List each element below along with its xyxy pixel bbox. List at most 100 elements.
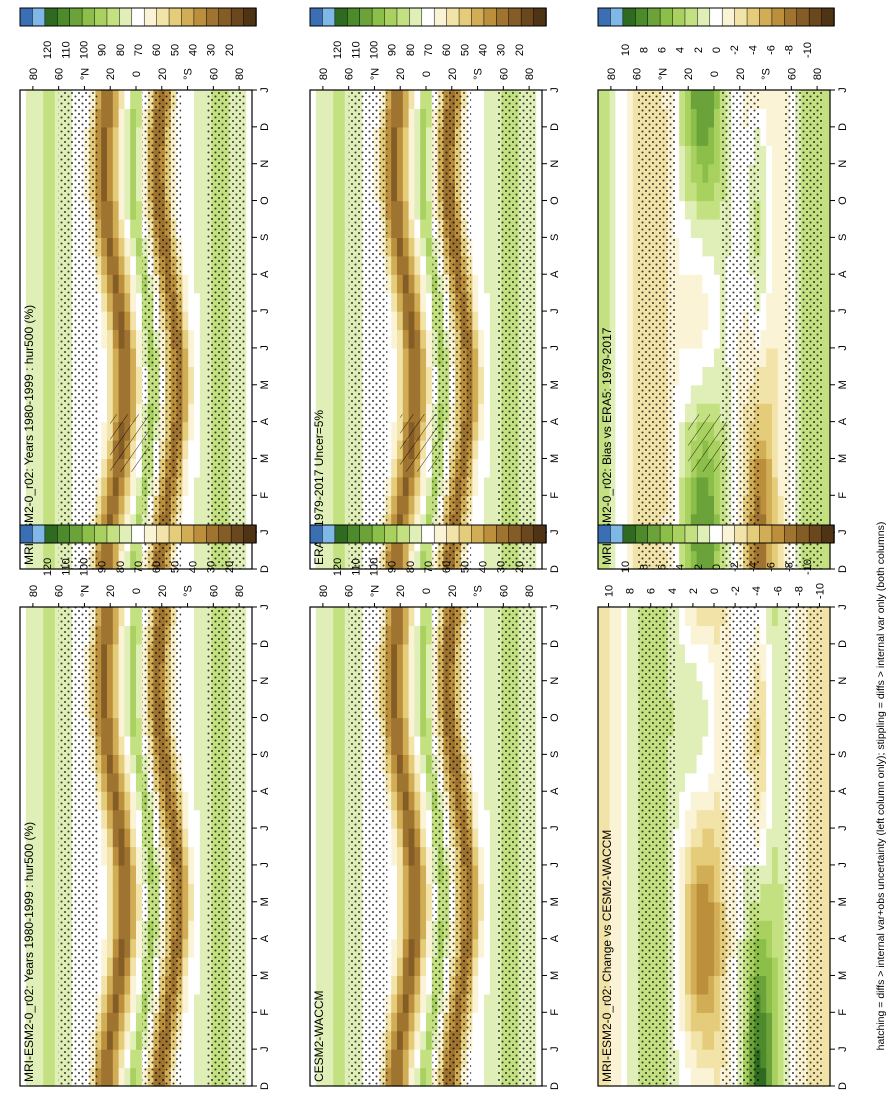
field-cell [182, 883, 189, 903]
y-tick-label: 80 [28, 585, 40, 597]
field-cell [25, 145, 33, 165]
field-cell [333, 864, 340, 884]
field-cell [107, 643, 114, 663]
field-cell [20, 754, 27, 774]
field-cell [43, 717, 50, 737]
field-cell [130, 311, 137, 331]
field-cell [54, 403, 62, 423]
field-cell [478, 237, 485, 257]
field-cell [95, 182, 102, 202]
field-cell [118, 772, 125, 792]
field-cell [107, 1012, 114, 1032]
field-cell [702, 366, 709, 386]
field-cell [690, 108, 698, 128]
field-cell [714, 403, 721, 423]
field-cell [598, 366, 605, 386]
field-cell [772, 329, 779, 349]
field-cell [489, 163, 497, 183]
field-cell [327, 1012, 334, 1032]
field-cell [402, 957, 410, 977]
field-cell [25, 274, 33, 294]
field-cell [101, 643, 108, 663]
field-cell [107, 200, 114, 220]
field-cell [679, 237, 686, 257]
field-cell [414, 200, 421, 220]
field-cell [130, 735, 137, 755]
field-cell [188, 1067, 195, 1087]
field-cell [702, 182, 709, 202]
field-cell [339, 421, 346, 441]
field-cell [112, 311, 120, 331]
field-cell [246, 993, 253, 1013]
field-cell [124, 975, 131, 995]
field-cell [182, 772, 189, 792]
field-cell [484, 200, 491, 220]
colorbar-swatch [243, 524, 257, 544]
field-cell [603, 255, 611, 275]
field-cell [315, 384, 323, 404]
field-cell [136, 957, 143, 977]
field-cell [385, 938, 392, 958]
field-cell [182, 458, 189, 478]
field-cell [609, 200, 616, 220]
field-cell [333, 883, 340, 903]
field-cell [344, 662, 352, 682]
field-cell [31, 846, 38, 866]
y-tick-label: 60 [632, 68, 644, 80]
field-cell [489, 421, 497, 441]
field-cell [414, 126, 421, 146]
field-cell [37, 809, 44, 829]
field-cell [199, 550, 207, 570]
field-cell [107, 126, 114, 146]
field-cell [536, 237, 543, 257]
stippling [58, 90, 98, 569]
colorbar-swatch [168, 7, 183, 27]
field-cell [199, 329, 207, 349]
y-tick-label: °N [657, 68, 669, 80]
field-cell [315, 643, 323, 663]
field-cell [609, 255, 616, 275]
field-cell [685, 495, 692, 515]
field-cell [777, 421, 785, 441]
field-cell [760, 145, 767, 165]
field-cell [685, 513, 692, 533]
field-cell [182, 754, 189, 774]
field-cell [327, 625, 334, 645]
field-cell [95, 938, 102, 958]
field-cell [685, 108, 692, 128]
field-cell [130, 90, 137, 110]
field-cell [777, 200, 785, 220]
field-cell [321, 717, 328, 737]
field-cell [182, 145, 189, 165]
field-cell [426, 311, 433, 331]
field-cell [339, 772, 346, 792]
colorbar-swatch [106, 524, 121, 544]
field-cell [49, 920, 56, 940]
field-cell [760, 366, 767, 386]
field-cell [25, 329, 33, 349]
field-cell [391, 938, 398, 958]
field-cell [484, 458, 491, 478]
field-cell [182, 550, 189, 570]
field-cell [339, 699, 346, 719]
field-cell [43, 274, 50, 294]
field-cell [632, 311, 640, 331]
field-cell [391, 791, 398, 811]
field-cell [536, 458, 543, 478]
field-cell [310, 329, 317, 349]
colorbar-tick-label: 40 [477, 44, 489, 56]
field-cell [37, 126, 44, 146]
field-cell [25, 846, 33, 866]
field-cell [408, 625, 415, 645]
field-cell [333, 366, 340, 386]
field-cell [420, 495, 427, 515]
field-cell [95, 717, 102, 737]
field-cell [327, 550, 334, 570]
field-cell [130, 495, 137, 515]
field-cell [20, 938, 27, 958]
field-cell [118, 883, 125, 903]
field-cell [199, 828, 207, 848]
field-cell [25, 883, 33, 903]
field-cell [136, 274, 143, 294]
field-cell [182, 920, 189, 940]
